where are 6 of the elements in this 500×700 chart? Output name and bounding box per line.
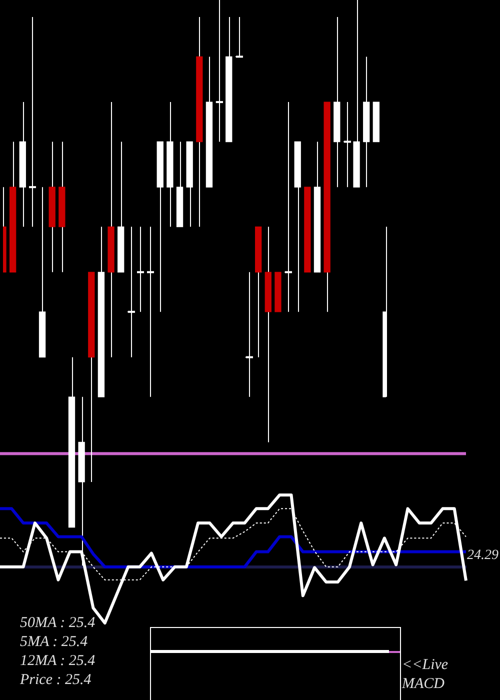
- text: 5MA : 25.4: [20, 633, 88, 652]
- text: 24.29: [467, 548, 498, 563]
- text: Price : 25.4: [20, 671, 92, 690]
- text: <<Live MACD: [402, 656, 448, 694]
- text: 12MA : 25.4: [20, 652, 96, 671]
- annotation: 50MA : 25.4: [20, 614, 96, 633]
